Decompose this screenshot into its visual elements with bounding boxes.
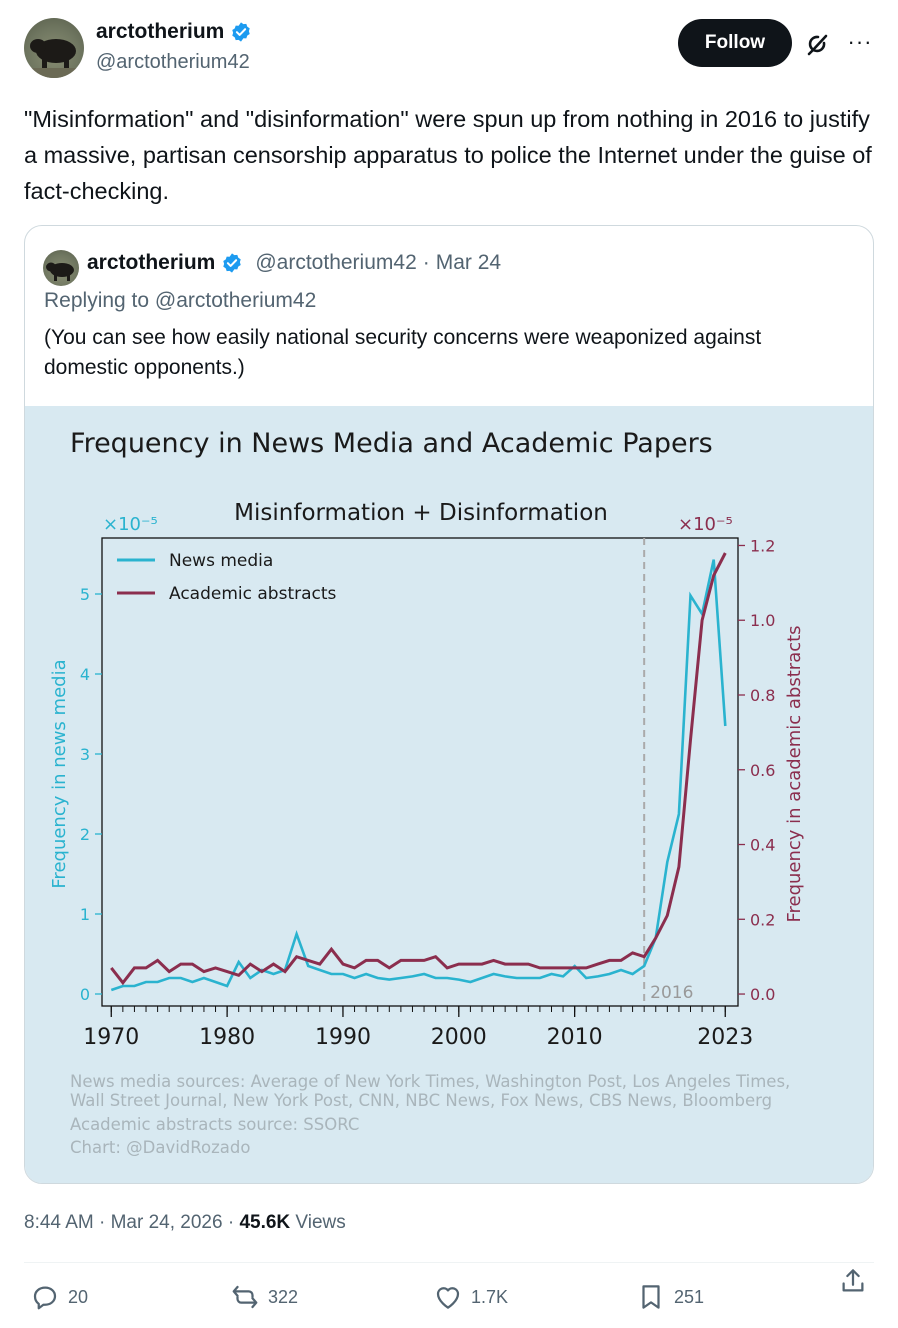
quoted-handle: @arctotherium42 — [255, 251, 417, 274]
author-name-row[interactable]: arctotherium — [96, 20, 252, 44]
x-tick-label: 2023 — [697, 1025, 753, 1050]
follow-button[interactable]: Follow — [678, 19, 792, 67]
chart-title: Frequency in News Media and Academic Pap… — [70, 428, 713, 459]
quoted-tweet[interactable]: arctotherium @arctotherium42 · Mar 24 Re… — [24, 225, 874, 1184]
verified-badge-icon — [223, 253, 242, 273]
quoted-separator: · — [422, 251, 430, 274]
quoted-date: Mar 24 — [435, 251, 502, 274]
views-label: Views — [290, 1212, 346, 1233]
quoted-header: arctotherium @arctotherium42 · Mar 24 — [87, 251, 501, 275]
timestamp-text[interactable]: 8:44 AM · Mar 24, 2026 · — [24, 1212, 240, 1233]
left-y-tick-label: 2 — [80, 825, 90, 844]
quoted-text: (You can see how easily national securit… — [44, 326, 762, 379]
quoted-replying-to: Replying to @arctotherium42 — [44, 289, 317, 312]
bookmark-count: 251 — [674, 1286, 705, 1307]
grok-icon[interactable] — [804, 29, 834, 59]
year-2016-label: 2016 — [650, 983, 693, 1003]
right-y-tick-label: 0.2 — [750, 910, 775, 929]
right-y-tick-label: 0.6 — [750, 761, 775, 780]
repost-icon — [232, 1285, 258, 1309]
reply-count: 20 — [68, 1286, 89, 1307]
more-options-icon[interactable]: ··· — [847, 29, 873, 54]
chart-subtitle: Misinformation + Disinformation — [234, 500, 608, 526]
like-count: 1.7K — [471, 1286, 509, 1307]
legend-academic-label: Academic abstracts — [169, 584, 337, 604]
right-y-tick-label: 0.8 — [750, 686, 775, 705]
reply-icon — [33, 1286, 57, 1310]
author-handle[interactable]: @arctotherium42 — [96, 51, 250, 73]
news-media-line — [110, 559, 727, 992]
x-tick-label: 2010 — [547, 1025, 603, 1050]
quoted-display-name: arctotherium — [87, 251, 216, 274]
like-button[interactable]: 1.7K — [433, 1282, 508, 1312]
x-tick-label: 1980 — [199, 1025, 255, 1050]
chart-footnote-line: News media sources: Average of New York … — [70, 1072, 790, 1091]
heart-icon — [436, 1287, 460, 1309]
share-button[interactable] — [838, 1266, 868, 1296]
academic-abstracts-line — [110, 552, 727, 986]
left-y-tick-label: 0 — [80, 985, 90, 1004]
bookmark-button[interactable]: 251 — [636, 1282, 704, 1312]
repost-button[interactable]: 322 — [230, 1282, 298, 1312]
left-axis-label: Frequency in news media — [49, 659, 70, 888]
left-y-tick-label: 4 — [80, 665, 90, 684]
bookmark-icon — [642, 1285, 660, 1309]
divider — [24, 1262, 874, 1263]
right-axis-multiplier: ×10⁻⁵ — [678, 514, 733, 535]
chart-svg: Frequency in News Media and Academic Pap… — [49, 428, 805, 1157]
x-tick-label: 1970 — [83, 1025, 139, 1050]
views-count: 45.6K — [239, 1212, 291, 1233]
chart-image[interactable]: Frequency in News Media and Academic Pap… — [25, 406, 873, 1183]
x-tick-label: 1990 — [315, 1025, 371, 1050]
author-avatar[interactable] — [24, 18, 84, 78]
tweet-text: "Misinformation" and "disinformation" we… — [24, 106, 872, 204]
chart-footnote-line: Chart: @DavidRozado — [70, 1138, 250, 1157]
tweet-timestamp[interactable]: 8:44 AM · Mar 24, 2026 · 45.6K Views — [24, 1212, 346, 1234]
verified-badge-icon — [232, 22, 251, 42]
share-icon — [842, 1269, 864, 1292]
right-y-tick-label: 0.4 — [750, 836, 775, 855]
right-y-tick-label: 1.0 — [750, 611, 775, 630]
chart-footnote-line: Wall Street Journal, New York Post, CNN,… — [70, 1091, 772, 1110]
author-display-name[interactable]: arctotherium — [96, 20, 225, 43]
reply-button[interactable]: 20 — [30, 1282, 88, 1312]
left-axis-multiplier: ×10⁻⁵ — [103, 514, 158, 535]
left-y-tick-label: 3 — [80, 745, 90, 764]
right-y-tick-label: 1.2 — [750, 536, 775, 555]
x-tick-label: 2000 — [431, 1025, 487, 1050]
quoted-author-avatar — [43, 250, 79, 286]
legend-news-label: News media — [169, 551, 273, 571]
repost-count: 322 — [268, 1286, 299, 1307]
right-axis-label: Frequency in academic abstracts — [784, 625, 805, 922]
chart-footnote-line: Academic abstracts source: SSORC — [70, 1115, 359, 1134]
left-y-tick-label: 5 — [80, 585, 90, 604]
plot-area — [101, 537, 739, 1007]
right-y-tick-label: 0.0 — [750, 985, 775, 1004]
left-y-tick-label: 1 — [80, 905, 90, 924]
